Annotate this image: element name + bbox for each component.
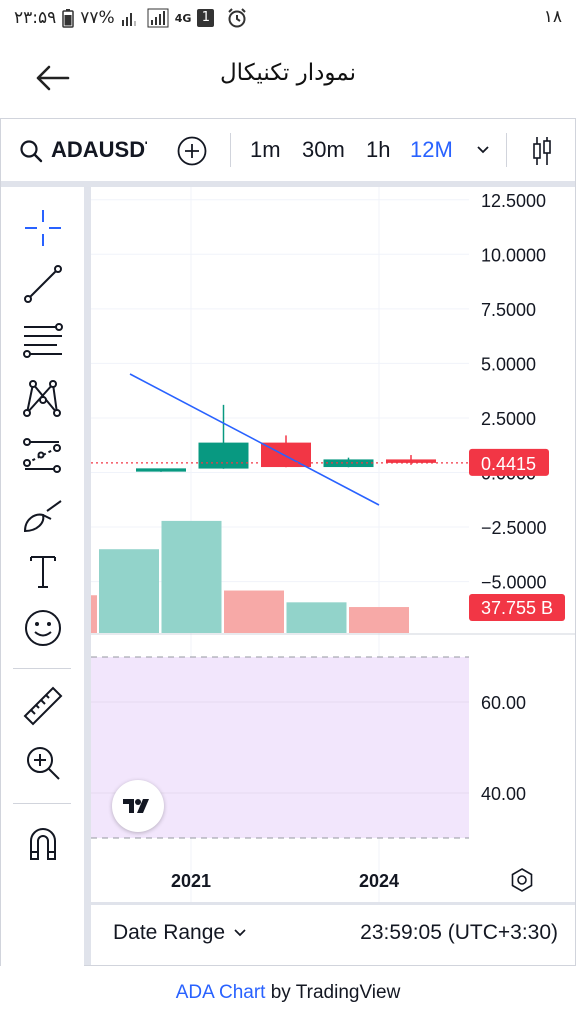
magnet-icon[interactable] bbox=[21, 821, 65, 865]
chevron-down-icon bbox=[234, 929, 246, 937]
rsi-tick-label: 60.00 bbox=[481, 693, 526, 713]
candle-body bbox=[386, 459, 436, 463]
last-price-badge bbox=[469, 448, 549, 476]
battery-percent: ۷۷% bbox=[80, 8, 115, 28]
clock-timezone-button[interactable]: 23:59:05 (UTC+3:30) bbox=[360, 921, 558, 944]
price-tick-label: 7.5000 bbox=[481, 300, 536, 320]
add-symbol-icon[interactable] bbox=[176, 135, 208, 167]
volume-bar bbox=[91, 595, 97, 633]
toolbar-divider bbox=[230, 133, 231, 167]
alarm-clock-icon bbox=[228, 8, 247, 28]
date-range-label: Date Range bbox=[113, 921, 226, 944]
interval-1h-button[interactable]: 1h bbox=[366, 137, 391, 162]
chart-pane[interactable]: 12.500010.00007.50005.00002.50000.0000−2… bbox=[91, 187, 575, 902]
search-icon[interactable] bbox=[19, 139, 43, 163]
xabcd-pattern-icon[interactable] bbox=[21, 376, 65, 420]
status-time: ۲۳:۵۹ bbox=[14, 8, 57, 28]
volume-label: 37.755 B bbox=[481, 598, 553, 618]
tradingview-logo[interactable] bbox=[112, 780, 164, 832]
brush-icon[interactable] bbox=[21, 493, 65, 537]
interval-30m-button[interactable]: 30m bbox=[302, 137, 345, 162]
volume-bar bbox=[224, 590, 284, 633]
chart-type-candles-icon[interactable] bbox=[529, 133, 555, 169]
time-tick-label: 2024 bbox=[359, 871, 399, 891]
volume-bar bbox=[286, 602, 347, 633]
emoji-icon[interactable] bbox=[21, 606, 65, 650]
crosshair-icon[interactable] bbox=[21, 206, 65, 250]
settings-gear-icon[interactable] bbox=[511, 868, 533, 892]
chart-toolbar: ADAUSDT 1m 30m 1h 12M bbox=[1, 119, 575, 181]
signal-bars-icon bbox=[147, 8, 169, 28]
price-tick-label: 5.0000 bbox=[481, 354, 536, 374]
zoom-in-icon[interactable] bbox=[21, 741, 65, 785]
toolbar-divider bbox=[506, 133, 507, 167]
forecast-icon[interactable] bbox=[21, 433, 65, 477]
interval-1m-button[interactable]: 1m bbox=[250, 137, 281, 162]
price-tick-label: −5.0000 bbox=[481, 573, 547, 593]
volume-bar bbox=[349, 607, 409, 633]
drawbar-divider bbox=[13, 803, 71, 804]
date-range-button[interactable]: Date Range bbox=[113, 921, 247, 945]
gear-outline bbox=[511, 868, 533, 892]
symbol-search-button[interactable]: ADAUSDT bbox=[51, 137, 147, 167]
status-bar-left: ۲۳:۵۹ ۷۷% 4G 1 bbox=[14, 7, 248, 29]
fib-retracement-icon[interactable] bbox=[21, 319, 65, 363]
ruler-icon[interactable] bbox=[21, 684, 65, 728]
rsi-tick-label: 40.00 bbox=[481, 784, 526, 804]
volume-badge bbox=[469, 594, 565, 621]
candle-body bbox=[323, 459, 374, 468]
last-price-label: 0.4415 bbox=[481, 454, 536, 474]
tradingview-logo-icon bbox=[123, 799, 149, 813]
attribution-footer: ADA Chart by TradingView bbox=[0, 982, 576, 1004]
volume-bar bbox=[161, 520, 222, 633]
status-date: ۱۸ bbox=[543, 7, 562, 27]
price-tick-label: −2.5000 bbox=[481, 518, 547, 538]
price-tick-label: 12.5000 bbox=[481, 191, 546, 211]
price-tick-label: 10.0000 bbox=[481, 245, 546, 265]
time-tick-label: 2021 bbox=[171, 871, 211, 891]
drawbar-divider bbox=[13, 668, 71, 669]
symbol-name: ADAUSDT bbox=[51, 137, 147, 162]
text-tool-icon[interactable] bbox=[21, 549, 65, 593]
trend-line-icon[interactable] bbox=[21, 262, 65, 306]
gear-center bbox=[517, 875, 527, 885]
trend-line-drawing[interactable] bbox=[129, 373, 380, 506]
chevron-down-icon[interactable] bbox=[475, 143, 491, 157]
chart-bottom-bar: Date Range 23:59:05 (UTC+3:30) bbox=[91, 905, 575, 965]
candle-body bbox=[198, 442, 249, 469]
signal-icon bbox=[121, 13, 136, 26]
attribution-suffix: by TradingView bbox=[265, 982, 401, 1003]
volume-bar bbox=[99, 549, 159, 633]
sim-badge: 1 bbox=[197, 9, 215, 27]
page-title: نمودار تکنیکال bbox=[219, 60, 357, 86]
candle-body bbox=[136, 468, 186, 472]
back-arrow-icon[interactable] bbox=[32, 58, 72, 98]
battery-icon bbox=[62, 9, 75, 28]
network-type: 4G bbox=[174, 11, 192, 25]
price-tick-label: 2.5000 bbox=[481, 409, 536, 429]
interval-12M-button[interactable]: 12M bbox=[410, 137, 453, 162]
ada-chart-link[interactable]: ADA Chart bbox=[175, 982, 266, 1003]
drawing-toolbar bbox=[1, 187, 84, 966]
